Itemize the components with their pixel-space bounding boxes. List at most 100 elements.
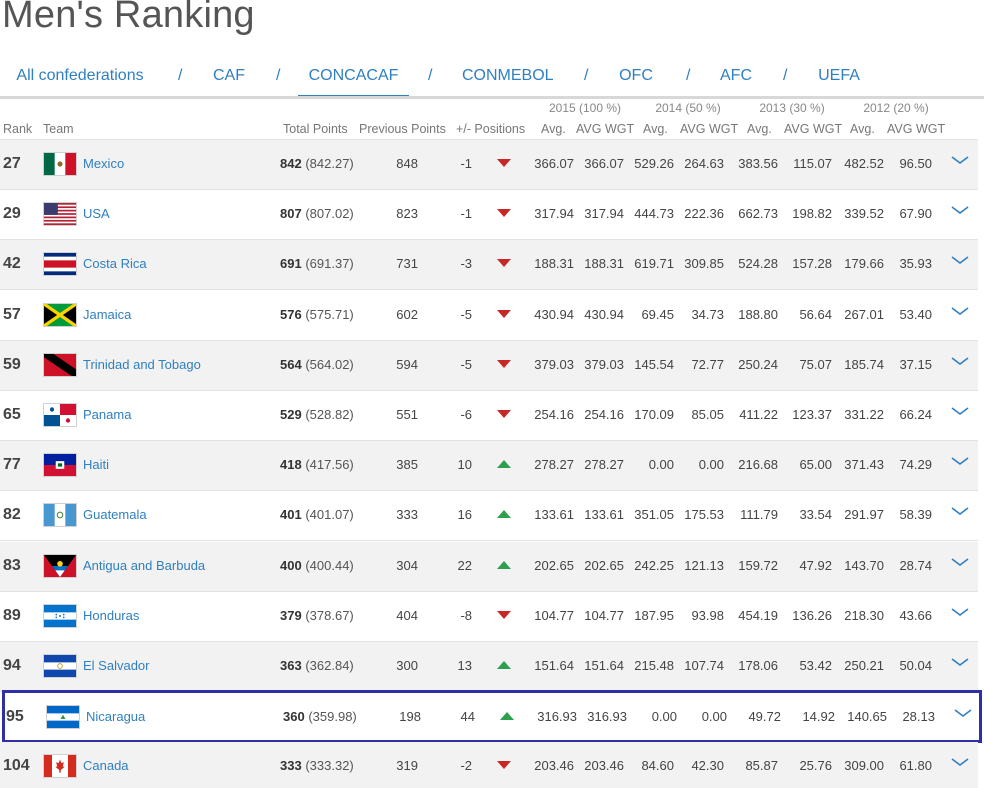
tab-ofc[interactable]: OFC: [619, 67, 653, 84]
total-points: 401: [280, 507, 302, 523]
chevron-down-icon[interactable]: [950, 556, 970, 568]
chevron-down-icon[interactable]: [950, 455, 970, 467]
table-row[interactable]: 57 Jamaica 576 (575.71) 602 -5 430.94 430.94 69…: [0, 290, 978, 341]
rank-cell: 95: [6, 708, 24, 726]
positions-change-cell: -8: [460, 607, 472, 623]
avg-2015-cell: 203.46: [534, 758, 574, 774]
avg-wgt-2014-cell: 93.98: [691, 607, 724, 623]
avg-wgt-2013-cell: 157.28: [792, 256, 832, 272]
total-points: 418: [280, 457, 302, 473]
avg-2015-cell: 151.64: [534, 658, 574, 673]
chevron-down-icon[interactable]: [950, 505, 970, 517]
tab-all-confederations[interactable]: All confederations: [16, 67, 144, 84]
table-row[interactable]: 83 Antigua and Barbuda 400 (400.44) 304 22 20…: [0, 541, 978, 592]
previous-points-cell: 602: [396, 306, 418, 322]
team-link[interactable]: Honduras: [83, 607, 140, 623]
total-points-cell: 333 (333.32): [280, 742, 354, 788]
table-row[interactable]: 95 Nicaragua 360 (359.98) 198 44 316.93 316.93…: [2, 690, 982, 744]
table-row[interactable]: 77 Haiti 418 (417.56) 385 10 278.27 278.27 0.00…: [0, 441, 978, 492]
avg-2014-cell: 170.09: [634, 407, 674, 422]
chevron-down-icon[interactable]: [950, 405, 970, 417]
chevron-down-icon[interactable]: [950, 254, 970, 266]
trend-down-icon: [497, 309, 511, 318]
avg-2013-cell: 188.80: [738, 306, 778, 322]
tab-conmebol[interactable]: CONMEBOL: [462, 67, 554, 84]
chevron-down-icon[interactable]: [950, 204, 970, 216]
avg-wgt-2013-cell: 53.42: [799, 658, 832, 673]
previous-points-cell: 304: [396, 557, 418, 573]
table-row[interactable]: 82 Guatemala 401 (401.07) 333 16 133.61 133.61…: [0, 491, 978, 542]
canada-flag: [43, 754, 77, 779]
trend-down-icon: [497, 761, 511, 770]
avg-wgt-2012-cell: 28.74: [899, 557, 932, 573]
team-link[interactable]: Panama: [83, 407, 132, 422]
team-link[interactable]: Trinidad and Tobago: [83, 356, 201, 372]
avg-wgt-2014-cell: 0.00: [698, 457, 724, 473]
avg-wgt-2015-cell: 379.03: [584, 356, 624, 372]
table-row[interactable]: 29 USA 807 (807.02) 823 -1 317.94 317.94 444.73…: [0, 190, 978, 241]
avg-2013-cell: 159.72: [738, 557, 778, 573]
total-points: 842: [280, 156, 302, 171]
team-link[interactable]: Costa Rica: [83, 256, 147, 272]
avg-2015-cell: 104.77: [534, 607, 574, 623]
total-points-cell: 576 (575.71): [280, 291, 354, 339]
tab-separator: /: [276, 67, 281, 84]
team-link[interactable]: El Salvador: [83, 658, 150, 673]
avg-wgt-2012-header: AVG WGT: [887, 122, 946, 136]
avg-2014-cell: 0.00: [648, 457, 674, 473]
avg-2013-cell: 524.28: [738, 256, 778, 272]
team-link[interactable]: Guatemala: [83, 507, 147, 523]
total-points-exact: (400.44): [305, 557, 354, 573]
table-row[interactable]: 59 Trinidad and Tobago 564 (564.02) 594 -5 37…: [0, 340, 978, 391]
chevron-down-icon[interactable]: [950, 355, 970, 367]
team-link[interactable]: Canada: [83, 758, 129, 774]
table-row[interactable]: 42 Costa Rica 691 (691.37) 731 -3 188.31 188.3…: [0, 240, 978, 291]
avg-2015-cell: 188.31: [534, 256, 574, 272]
chevron-down-icon[interactable]: [950, 154, 970, 166]
avg-wgt-2014-cell: 309.85: [684, 256, 724, 272]
avg-wgt-2012-cell: 61.80: [899, 758, 932, 774]
team-link[interactable]: USA: [83, 206, 110, 222]
tab-afc[interactable]: AFC: [720, 67, 752, 84]
avg-wgt-2015-cell: 202.65: [584, 557, 624, 573]
avg-2014-cell: 242.25: [634, 557, 674, 573]
avg-2013-cell: 411.22: [739, 407, 778, 422]
avg-2015-cell: 133.61: [534, 507, 574, 523]
tab-concacaf[interactable]: CONCACAF: [298, 56, 409, 98]
total-points: 807: [280, 206, 302, 222]
team-link[interactable]: Jamaica: [83, 306, 132, 322]
total-points-cell: 842 (842.27): [280, 140, 354, 188]
chevron-down-icon[interactable]: [950, 606, 970, 618]
table-row[interactable]: 65 Panama 529 (528.82) 551 -6 254.16 254.16 170…: [0, 391, 978, 441]
tab-uefa[interactable]: UEFA: [818, 67, 860, 84]
avg-wgt-2014-cell: 107.74: [684, 658, 724, 673]
trend-down-icon: [497, 209, 511, 218]
team-link[interactable]: Mexico: [83, 156, 125, 171]
total-points-cell: 360 (359.98): [283, 693, 357, 741]
team-link[interactable]: Haiti: [83, 457, 110, 473]
rank-cell: 29: [3, 205, 21, 223]
tab-caf[interactable]: CAF: [213, 67, 245, 84]
avg-2014-cell: 619.71: [634, 256, 674, 272]
avg-wgt-2012-cell: 66.24: [899, 407, 932, 422]
avg-2015-header: Avg.: [541, 122, 566, 136]
avg-wgt-2014-cell: 34.73: [691, 306, 724, 322]
table-row[interactable]: 104 Canada 333 (333.32) 319 -2 203.46 203.46 84…: [0, 742, 978, 788]
avg-wgt-2015-cell: 317.94: [584, 206, 624, 222]
chevron-down-icon[interactable]: [950, 305, 970, 317]
chevron-down-icon[interactable]: [950, 756, 970, 768]
chevron-down-icon[interactable]: [950, 656, 970, 668]
team-link[interactable]: Nicaragua: [86, 709, 146, 725]
chevron-down-icon[interactable]: [953, 707, 973, 719]
table-row[interactable]: 27 Mexico 842 (842.27) 848 -1 366.07 366.07 529…: [0, 140, 978, 190]
positions-change-cell: -6: [460, 407, 472, 422]
avg-wgt-2012-cell: 74.29: [899, 457, 932, 473]
previous-points-cell: 404: [396, 607, 418, 623]
team-link[interactable]: Antigua and Barbuda: [83, 557, 206, 573]
avg-2014-cell: 69.45: [641, 306, 674, 322]
table-row[interactable]: 89 Honduras 379 (378.67) 404 -8 104.77 104.77 1…: [0, 591, 978, 642]
rank-cell: 59: [3, 355, 21, 373]
avg-2014-cell: 351.05: [634, 507, 674, 523]
avg-wgt-2012-cell: 67.90: [899, 206, 932, 222]
table-row[interactable]: 94 El Salvador 363 (362.84) 300 13 151.64 151.…: [0, 642, 978, 692]
